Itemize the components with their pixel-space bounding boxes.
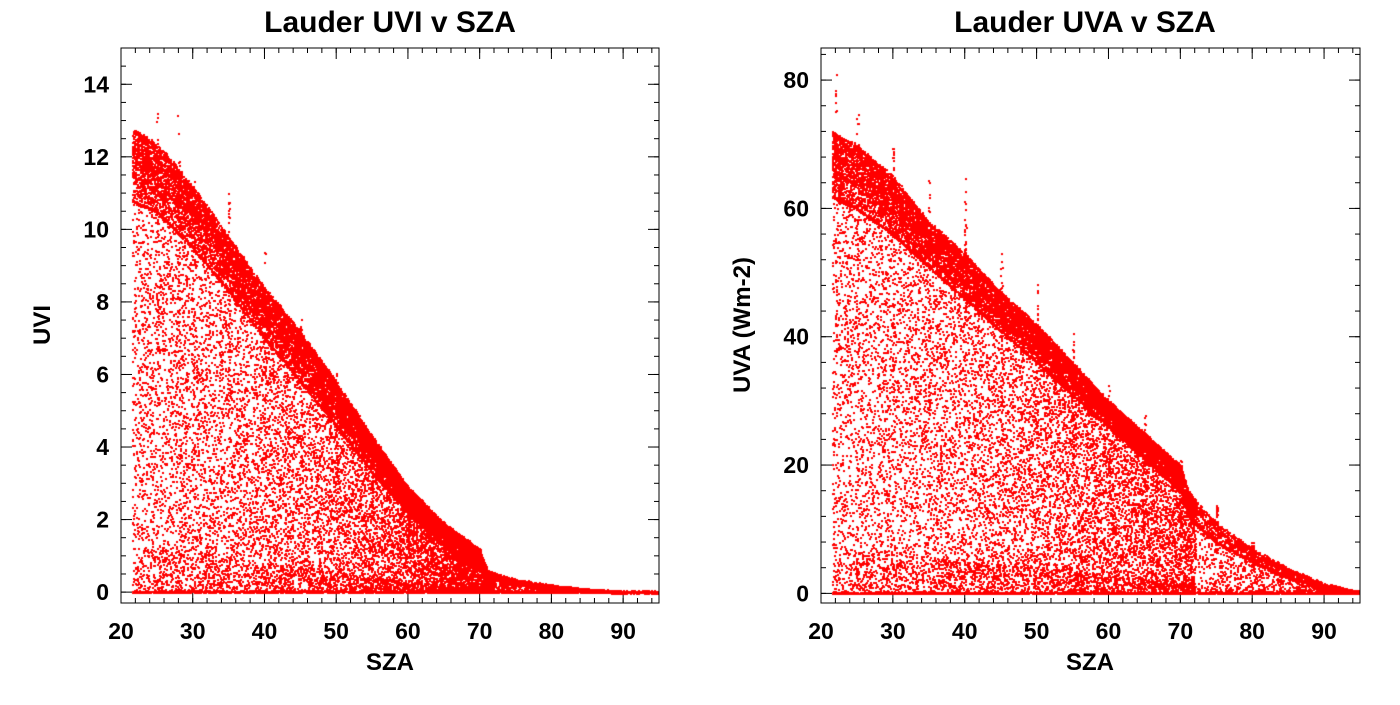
uvi-y-tick-label: 4 xyxy=(96,434,109,460)
uvi-y-tick-label: 14 xyxy=(83,71,109,97)
uva-x-tick-label: 30 xyxy=(880,618,906,644)
uvi-x-tick-label: 20 xyxy=(108,618,134,644)
uvi-x-axis-label: SZA xyxy=(366,649,414,676)
uva-x-tick-label: 90 xyxy=(1311,618,1337,644)
uvi-x-tick-label: 30 xyxy=(180,618,206,644)
uvi-x-tick-label: 70 xyxy=(467,618,493,644)
uvi-y-tick-label: 2 xyxy=(96,507,109,533)
uvi-y-axis-label: UVI xyxy=(29,305,56,345)
uva-x-tick-label: 50 xyxy=(1024,618,1050,644)
uva-x-tick-label: 80 xyxy=(1239,618,1265,644)
uvi-y-tick-label: 12 xyxy=(83,144,109,170)
uva-y-tick-label: 20 xyxy=(783,452,809,478)
uvi-x-tick-label: 80 xyxy=(539,618,565,644)
uva-x-tick-label: 20 xyxy=(808,618,834,644)
uva-plot-frame xyxy=(820,47,1361,604)
uvi-y-tick-label: 0 xyxy=(96,579,109,605)
uvi-y-tick-label: 10 xyxy=(83,216,109,242)
uva-scatter-points xyxy=(821,48,1360,603)
uvi-x-tick-label: 50 xyxy=(323,618,349,644)
uva-x-tick-label: 70 xyxy=(1168,618,1194,644)
uvi-x-tick-label: 90 xyxy=(610,618,636,644)
uvi-y-tick-label: 8 xyxy=(96,289,109,315)
uva-x-tick-label: 60 xyxy=(1096,618,1122,644)
uva-tick-labels: 20 30 40 50 60 70 80 90 0 20 40 60 80 xyxy=(783,67,1336,644)
uvi-x-tick-label: 60 xyxy=(395,618,421,644)
uvi-y-tick-label: 6 xyxy=(96,361,109,387)
uvi-plot: Lauder UVI v SZA SZA UVI 20 30 40 50 60 70 80 9… xyxy=(29,6,660,676)
uva-y-tick-label: 0 xyxy=(796,580,809,606)
uva-y-tick-label: 60 xyxy=(783,195,809,221)
uvi-plot-frame xyxy=(120,47,660,604)
uvi-scatter-points xyxy=(121,48,659,603)
uva-plot: Lauder UVA v SZA SZA UVA (Wm-2) 20 30 40 50… xyxy=(729,6,1361,676)
uva-y-tick-label: 80 xyxy=(783,67,809,93)
uvi-tick-labels: 20 30 40 50 60 70 80 90 0 2 4 6 8 10 12 14 xyxy=(83,71,636,644)
uva-y-tick-label: 40 xyxy=(783,324,809,350)
uvi-x-tick-label: 40 xyxy=(252,618,278,644)
uvi-chart-title: Lauder UVI v SZA xyxy=(264,6,516,39)
uva-x-axis-label: SZA xyxy=(1066,649,1114,676)
uva-chart-title: Lauder UVA v SZA xyxy=(954,6,1216,39)
uva-x-tick-label: 40 xyxy=(952,618,978,644)
uva-y-axis-label: UVA (Wm-2) xyxy=(729,257,756,393)
